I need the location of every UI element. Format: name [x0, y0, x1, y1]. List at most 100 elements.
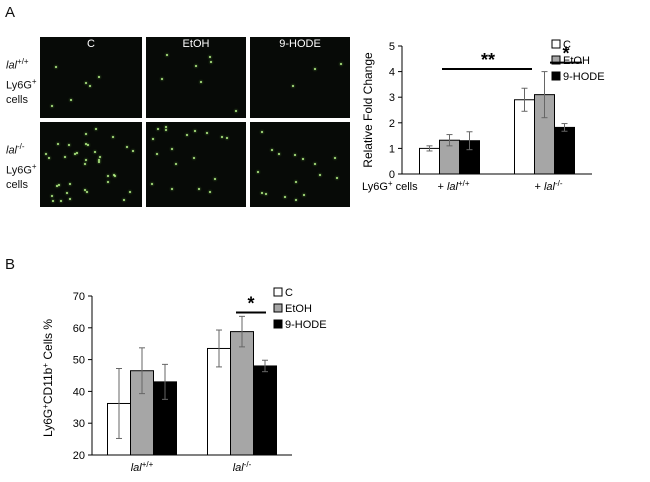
legend-swatch [273, 303, 283, 313]
panel-label-a: A [5, 4, 16, 21]
legend-label: 9-HODE [563, 71, 605, 83]
cell-dot [76, 152, 78, 154]
row-cells-word: cells [6, 94, 29, 107]
significance-marker: * [247, 294, 254, 314]
y-tick-label: 2 [389, 118, 395, 130]
y-tick-label: 3 [389, 92, 395, 104]
cell-dot [112, 136, 114, 138]
cell-dot [161, 78, 163, 80]
y-tick-label: 0 [389, 169, 395, 181]
cell-dot [66, 192, 68, 194]
cell-dot [295, 199, 297, 201]
cell-dot [295, 181, 297, 183]
cell-dot [257, 171, 259, 173]
cell-dot [302, 158, 304, 160]
cell-dot [69, 183, 71, 185]
cell-dot [99, 156, 101, 158]
bar-c [419, 147, 440, 175]
cell-dot [151, 183, 153, 185]
legend-swatch [551, 71, 561, 81]
cell-dot [48, 157, 50, 159]
cell-dot [89, 85, 91, 87]
x-tick-label: + lal+/+ [437, 179, 469, 193]
cell-dot [171, 148, 173, 150]
cell-dot [95, 128, 97, 130]
cell-dot [55, 66, 57, 68]
cell-dot [209, 191, 211, 193]
chart-a: 0 1 2 3 4 5 C EtOH 9-HODE Relative Fold Change Ly6… [361, 39, 605, 193]
row-label-wildtype: lal+/+ Ly6G+ cells [6, 54, 37, 108]
cell-dot [166, 54, 168, 56]
cell-dot [294, 154, 296, 156]
legend-swatch [551, 55, 561, 65]
cell-dot [165, 126, 167, 128]
cell-dot [84, 189, 86, 191]
row-label-knockout: lal-/- Ly6G+ cells [6, 139, 37, 193]
cell-dot [84, 163, 86, 165]
cell-dot [56, 185, 58, 187]
cell-dot [51, 105, 53, 107]
y-tick-label: 60 [73, 323, 85, 335]
cell-dot [69, 198, 71, 200]
micrograph-ko-9hode [250, 122, 350, 207]
legend-swatch [273, 287, 283, 297]
cell-dot [157, 128, 159, 130]
cell-dot [314, 163, 316, 165]
cell-dot [126, 146, 128, 148]
row-cell-marker: Ly6G [6, 79, 32, 92]
cell-dot [152, 138, 154, 140]
cell-dot [278, 153, 280, 155]
cell-dot [70, 99, 72, 101]
column-header-c: C [87, 38, 95, 50]
bar-etoh [230, 331, 254, 456]
y-axis-title: Relative Fold Change [361, 52, 375, 168]
cell-dot [171, 188, 173, 190]
cell-dot [165, 129, 167, 131]
significance-marker: * [562, 44, 569, 64]
cell-dot [107, 181, 109, 183]
cell-dot [336, 177, 338, 179]
legend-label: C [563, 39, 571, 51]
micrograph-ko-etoh [146, 122, 246, 207]
cell-dot [64, 156, 66, 158]
cell-dot [85, 82, 87, 84]
row-genotype-sup: +/+ [17, 57, 29, 66]
y-tick-label: 1 [389, 143, 395, 155]
cell-dot [87, 144, 89, 146]
y-tick-label: 30 [73, 418, 85, 430]
micrograph-wt-etoh [146, 37, 246, 118]
cell-dot [235, 110, 237, 112]
cell-dot [98, 159, 100, 161]
cell-dot [340, 63, 342, 65]
cell-dot [129, 191, 131, 193]
micrograph-wt-9hode [250, 37, 350, 118]
cell-dot [314, 68, 316, 70]
row-genotype: lal [6, 144, 18, 157]
cell-dot [107, 175, 109, 177]
cell-dot [113, 174, 115, 176]
row-genotype-sup: -/- [17, 142, 25, 151]
cell-dot [98, 76, 100, 78]
cell-dot [85, 143, 87, 145]
y-tick-label: 4 [389, 67, 395, 79]
cell-dot [132, 150, 134, 152]
cell-dot [60, 200, 62, 202]
cell-dot [74, 153, 76, 155]
cell-dot [334, 157, 336, 159]
legend-label: 9-HODE [285, 319, 327, 331]
cell-dot [45, 153, 47, 155]
cell-dot [271, 149, 273, 151]
y-tick-label: 50 [73, 355, 85, 367]
cell-dot [214, 178, 216, 180]
row-genotype: lal [6, 59, 18, 72]
cell-dot [200, 81, 202, 83]
chart-b: 20 30 40 50 60 70 C EtOH 9-HODE Ly6G+CD11b+ Cells… [41, 287, 327, 474]
cell-dot [98, 161, 100, 163]
cell-dot [186, 134, 188, 136]
legend-label: EtOH [285, 303, 312, 315]
y-tick-label: 70 [73, 291, 85, 303]
cell-dot [209, 56, 211, 58]
cell-dot [206, 132, 208, 134]
y-tick-label: 20 [73, 450, 85, 462]
y-tick-label: 40 [73, 386, 85, 398]
